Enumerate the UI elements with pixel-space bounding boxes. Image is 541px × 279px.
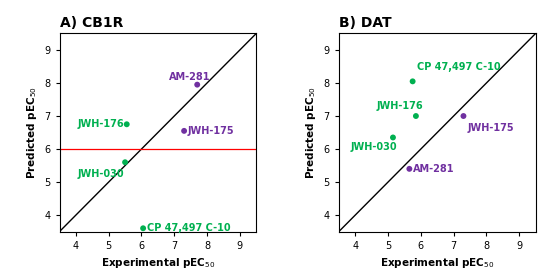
- Text: JWH-030: JWH-030: [77, 169, 124, 179]
- Text: AM-281: AM-281: [413, 164, 455, 174]
- Text: CP 47,497 C-10: CP 47,497 C-10: [147, 223, 231, 233]
- Text: JWH-030: JWH-030: [351, 142, 397, 152]
- Text: AM-281: AM-281: [169, 72, 211, 82]
- Text: JWH-176: JWH-176: [377, 101, 423, 111]
- X-axis label: Experimental pEC$_{50}$: Experimental pEC$_{50}$: [101, 256, 215, 270]
- Point: [180, 129, 188, 133]
- Text: B) DAT: B) DAT: [339, 16, 392, 30]
- Y-axis label: Predicted pEC$_{50}$: Predicted pEC$_{50}$: [25, 86, 38, 179]
- Text: A) CB1R: A) CB1R: [60, 16, 123, 30]
- Point: [388, 135, 397, 140]
- Text: JWH-175: JWH-175: [467, 122, 514, 133]
- Point: [459, 114, 468, 118]
- Point: [405, 167, 414, 171]
- Point: [193, 82, 202, 87]
- Y-axis label: Predicted pEC$_{50}$: Predicted pEC$_{50}$: [304, 86, 318, 179]
- X-axis label: Experimental pEC$_{50}$: Experimental pEC$_{50}$: [380, 256, 494, 270]
- Text: CP 47,497 C-10: CP 47,497 C-10: [417, 62, 500, 72]
- Point: [139, 226, 148, 230]
- Point: [412, 114, 420, 118]
- Point: [121, 160, 129, 164]
- Point: [408, 79, 417, 84]
- Text: JWH-175: JWH-175: [188, 126, 235, 136]
- Text: JWH-176: JWH-176: [77, 119, 124, 129]
- Point: [122, 122, 131, 126]
